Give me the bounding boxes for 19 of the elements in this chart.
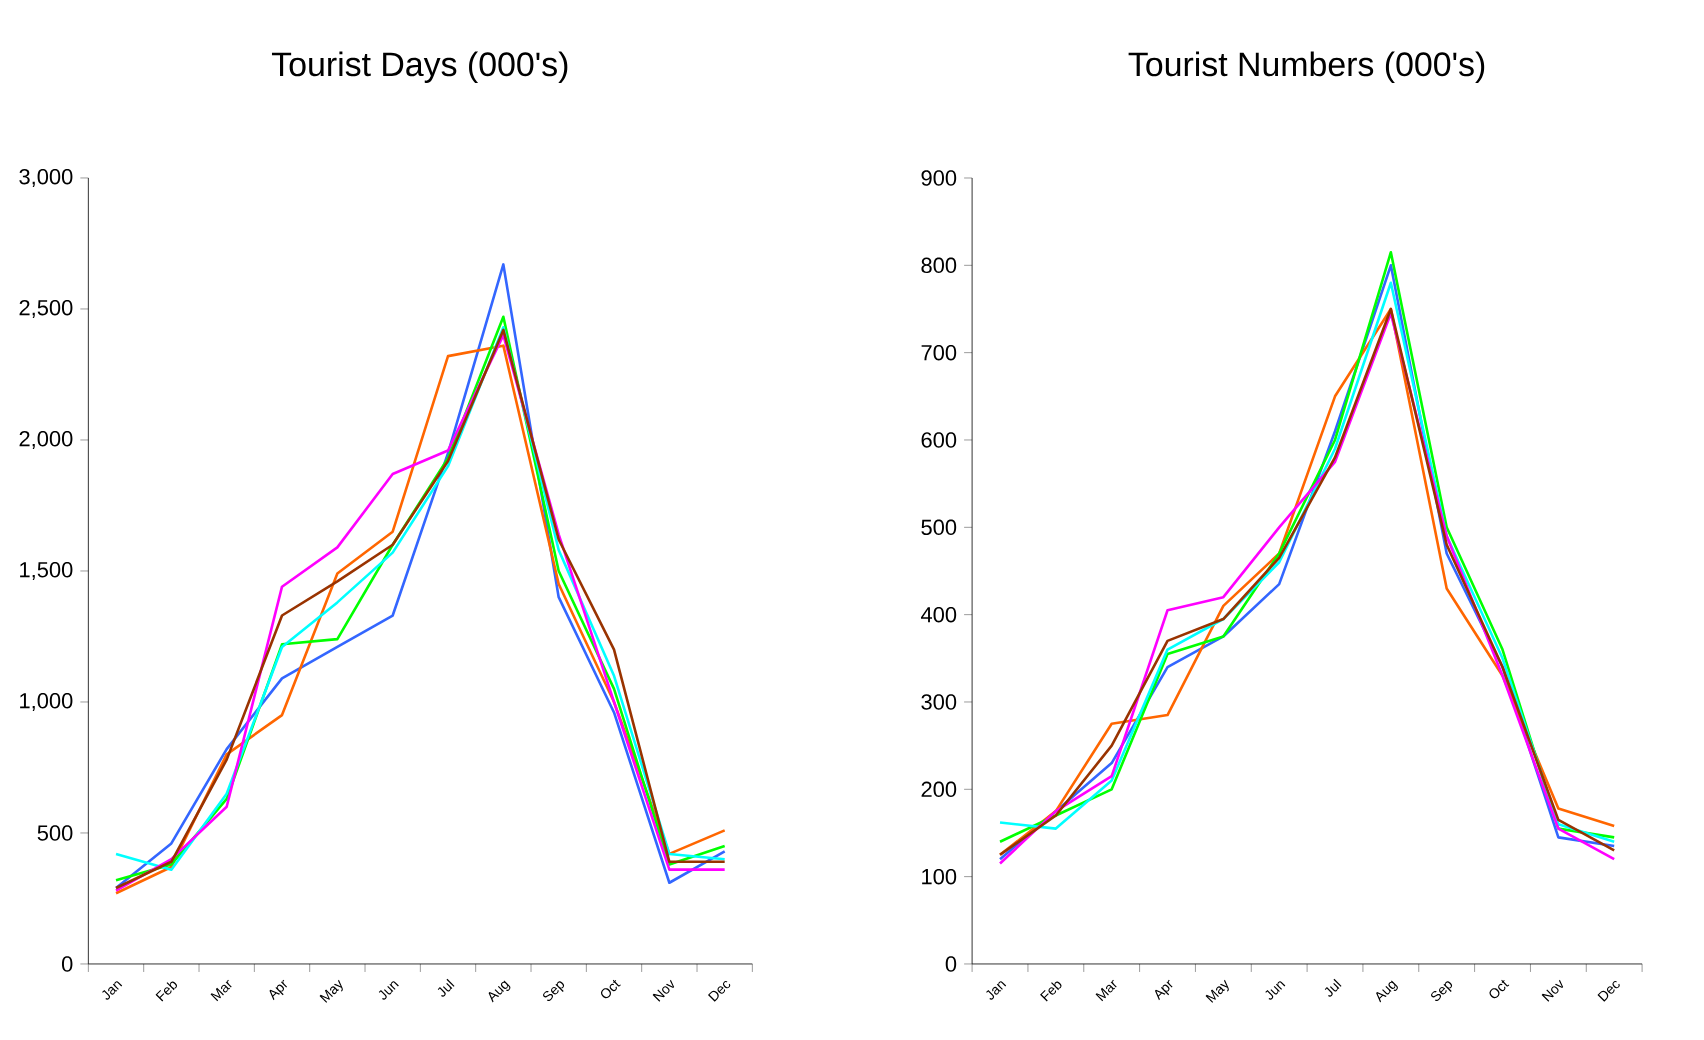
- y-tick-label: 2,000: [19, 430, 73, 450]
- y-tick-label: 500: [921, 519, 957, 536]
- y-tick-label: 400: [921, 606, 957, 623]
- y-tick-label: 900: [921, 170, 957, 186]
- y-tick-label: 0: [945, 956, 957, 972]
- y-tick-label: 2,500: [19, 299, 73, 319]
- y-tick-label: 100: [922, 868, 957, 885]
- y-tick-label: 1,500: [20, 561, 73, 581]
- y-tick-label: 300: [921, 694, 957, 710]
- y-tick-label: 500: [37, 825, 73, 841]
- y-tick-label: 0: [61, 956, 73, 972]
- chart-title: Tourist Numbers (000's): [1128, 51, 1485, 83]
- y-tick-label: 1,000: [20, 692, 73, 712]
- y-tick-label: 700: [921, 344, 957, 361]
- y-tick-label: 600: [921, 432, 957, 448]
- y-tick-label: 200: [921, 781, 957, 798]
- y-tick-label: 3,000: [19, 168, 73, 188]
- y-tick-label: 800: [921, 257, 957, 274]
- chart-title: Tourist Days (000's): [271, 51, 568, 83]
